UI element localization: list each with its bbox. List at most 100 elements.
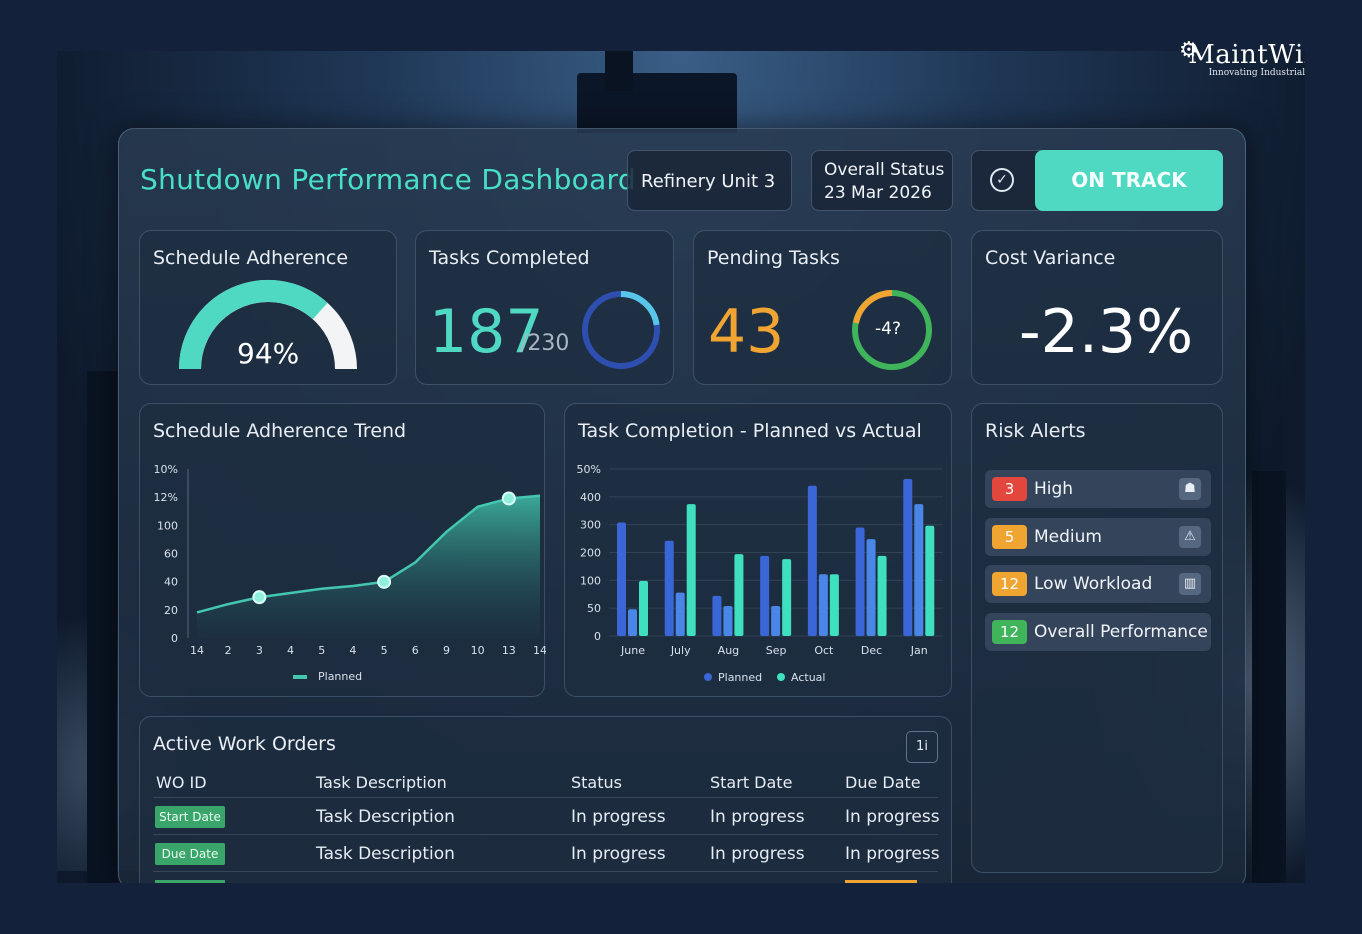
bar-actual: [829, 574, 839, 636]
tasks-progress-ring: [582, 291, 660, 369]
risk-alert-item[interactable]: 3 High ☗: [985, 470, 1211, 508]
y-tick-label: 60: [164, 548, 178, 561]
risk-label: Medium: [1034, 526, 1102, 547]
bar-actual: [782, 559, 792, 636]
kpi-tasks-completed: Tasks Completed 187 /230: [415, 230, 674, 385]
right-tower-silhouette: [1252, 471, 1286, 883]
bar-planned: [675, 592, 685, 636]
kpi-label: Tasks Completed: [429, 247, 590, 269]
row-status: In progress: [571, 844, 666, 864]
x-tick-label: 9: [443, 644, 450, 657]
chart-title: Schedule Adherence Trend: [153, 420, 407, 442]
wo-id-tag[interactable]: Due Date: [155, 843, 225, 865]
bar-planned: [628, 609, 637, 636]
y-tick-label: 40: [164, 576, 178, 589]
y-tick-label: 12%: [154, 491, 178, 504]
page-title: Shutdown Performance Dashboard: [140, 163, 636, 196]
hazard-icon: ⚠: [1179, 525, 1201, 548]
x-tick-label: 14: [533, 644, 546, 657]
x-tick-label: 3: [256, 644, 263, 657]
row-start: In progress: [710, 844, 805, 864]
risk-alert-item[interactable]: 12 Low Workload ▥: [985, 565, 1211, 603]
bar-actual: [639, 580, 648, 636]
risk-alert-item[interactable]: 12 Overall Performance: [985, 612, 1211, 651]
x-tick-label: 4: [349, 644, 356, 657]
y-tick-label: 100: [580, 574, 601, 587]
brand-name: MaintWiz: [1188, 40, 1318, 70]
wo-id-tag[interactable]: Start Date: [155, 806, 225, 828]
row-divider: [153, 871, 938, 872]
trend-point: [252, 590, 267, 605]
bar-planned: [664, 540, 674, 636]
y-tick-label: 300: [580, 519, 601, 532]
row-divider: [153, 834, 938, 835]
bar-planned: [723, 605, 733, 636]
risk-count-badge: 12: [992, 619, 1027, 644]
y-tick-label: 50: [587, 602, 601, 615]
left-tower-silhouette: [87, 371, 117, 883]
row-due: In progress: [845, 807, 940, 827]
col-header-start-date[interactable]: Start Date: [710, 773, 793, 792]
kpi-pending-tasks: Pending Tasks 43 -4?: [693, 230, 952, 385]
trend-point: [377, 574, 392, 589]
bar-planned: [818, 574, 828, 636]
y-tick-label: 100: [157, 519, 178, 532]
y-tick-label: 400: [580, 491, 601, 504]
x-tick-label: Dec: [861, 644, 882, 657]
y-tick-label: 0: [171, 632, 178, 645]
adherence-gauge: [179, 279, 357, 370]
kpi-label: Pending Tasks: [707, 247, 840, 269]
unit-label: Refinery Unit 3: [641, 171, 776, 192]
chart-icon: ▥: [1179, 573, 1201, 595]
x-tick-label: Sep: [766, 644, 787, 657]
col-header-due-date[interactable]: Due Date: [845, 773, 921, 792]
row-due: In progress: [845, 844, 940, 864]
trend-chart-card: Schedule Adherence Trend 0 20 40 60 100 12% 10…: [139, 403, 546, 697]
y-tick-label: 0: [594, 630, 601, 643]
x-tick-label: Oct: [814, 644, 834, 657]
bar-planned: [914, 504, 924, 636]
risk-label: High: [1034, 479, 1074, 499]
bar-planned: [760, 555, 770, 636]
unit-selector[interactable]: Refinery Unit 3: [627, 150, 792, 211]
bar-planned: [855, 527, 865, 636]
risk-title: Risk Alerts: [985, 420, 1086, 442]
risk-count-badge: 12: [992, 572, 1027, 596]
x-tick-label: 6: [412, 644, 419, 657]
x-tick-label: 5: [381, 644, 388, 657]
bar-actual: [734, 554, 744, 636]
row-start: In progress: [710, 807, 805, 827]
x-tick-label: 10: [471, 644, 485, 657]
x-tick-label: 14: [190, 644, 204, 657]
status-badge[interactable]: ON TRACK: [1035, 150, 1223, 211]
bar-chart-card: Task Completion - Planned vs Actual 0 50 1…: [564, 403, 952, 697]
col-header-wo-id[interactable]: WO ID: [156, 773, 207, 792]
x-tick-label: 5: [318, 644, 325, 657]
legend-swatch-actual: [777, 673, 785, 681]
bar-actual: [925, 525, 935, 636]
table-menu-button[interactable]: 1i: [906, 731, 938, 763]
bar-chart: 0 50 100 200 300 400 50% June July Aug Sep Oct Dec Ja…: [577, 463, 943, 684]
pending-tasks-value: 43: [708, 297, 785, 367]
row-desc: Task Description: [316, 844, 455, 864]
pending-ring-label: -4?: [875, 319, 901, 339]
gear-icon: ⚙: [1179, 38, 1199, 63]
trend-area: [197, 495, 540, 638]
legend-label-planned: Planned: [718, 671, 762, 684]
col-header-status[interactable]: Status: [571, 773, 622, 792]
refinery-tower-silhouette: [577, 73, 737, 133]
bar-planned: [771, 605, 781, 636]
x-tick-label: Aug: [718, 644, 739, 657]
bar-planned: [903, 479, 913, 636]
risk-alert-item[interactable]: 5 Medium ⚠: [985, 517, 1211, 556]
legend-label-actual: Actual: [791, 671, 825, 684]
x-tick-label: Jan: [910, 644, 928, 657]
risk-label: Low Workload: [1034, 574, 1153, 594]
trend-chart: 0 20 40 60 100 12% 10% 14 2 3 4 5 4 5 6 9 10 13 14 Planned: [154, 463, 546, 683]
x-tick-label: 4: [287, 644, 294, 657]
bar-actual: [877, 555, 887, 636]
col-header-task-description[interactable]: Task Description: [316, 773, 447, 792]
check-circle-icon: ✓: [990, 168, 1014, 192]
legend-label: Planned: [318, 670, 362, 683]
next-row-status-edge: [845, 880, 917, 883]
